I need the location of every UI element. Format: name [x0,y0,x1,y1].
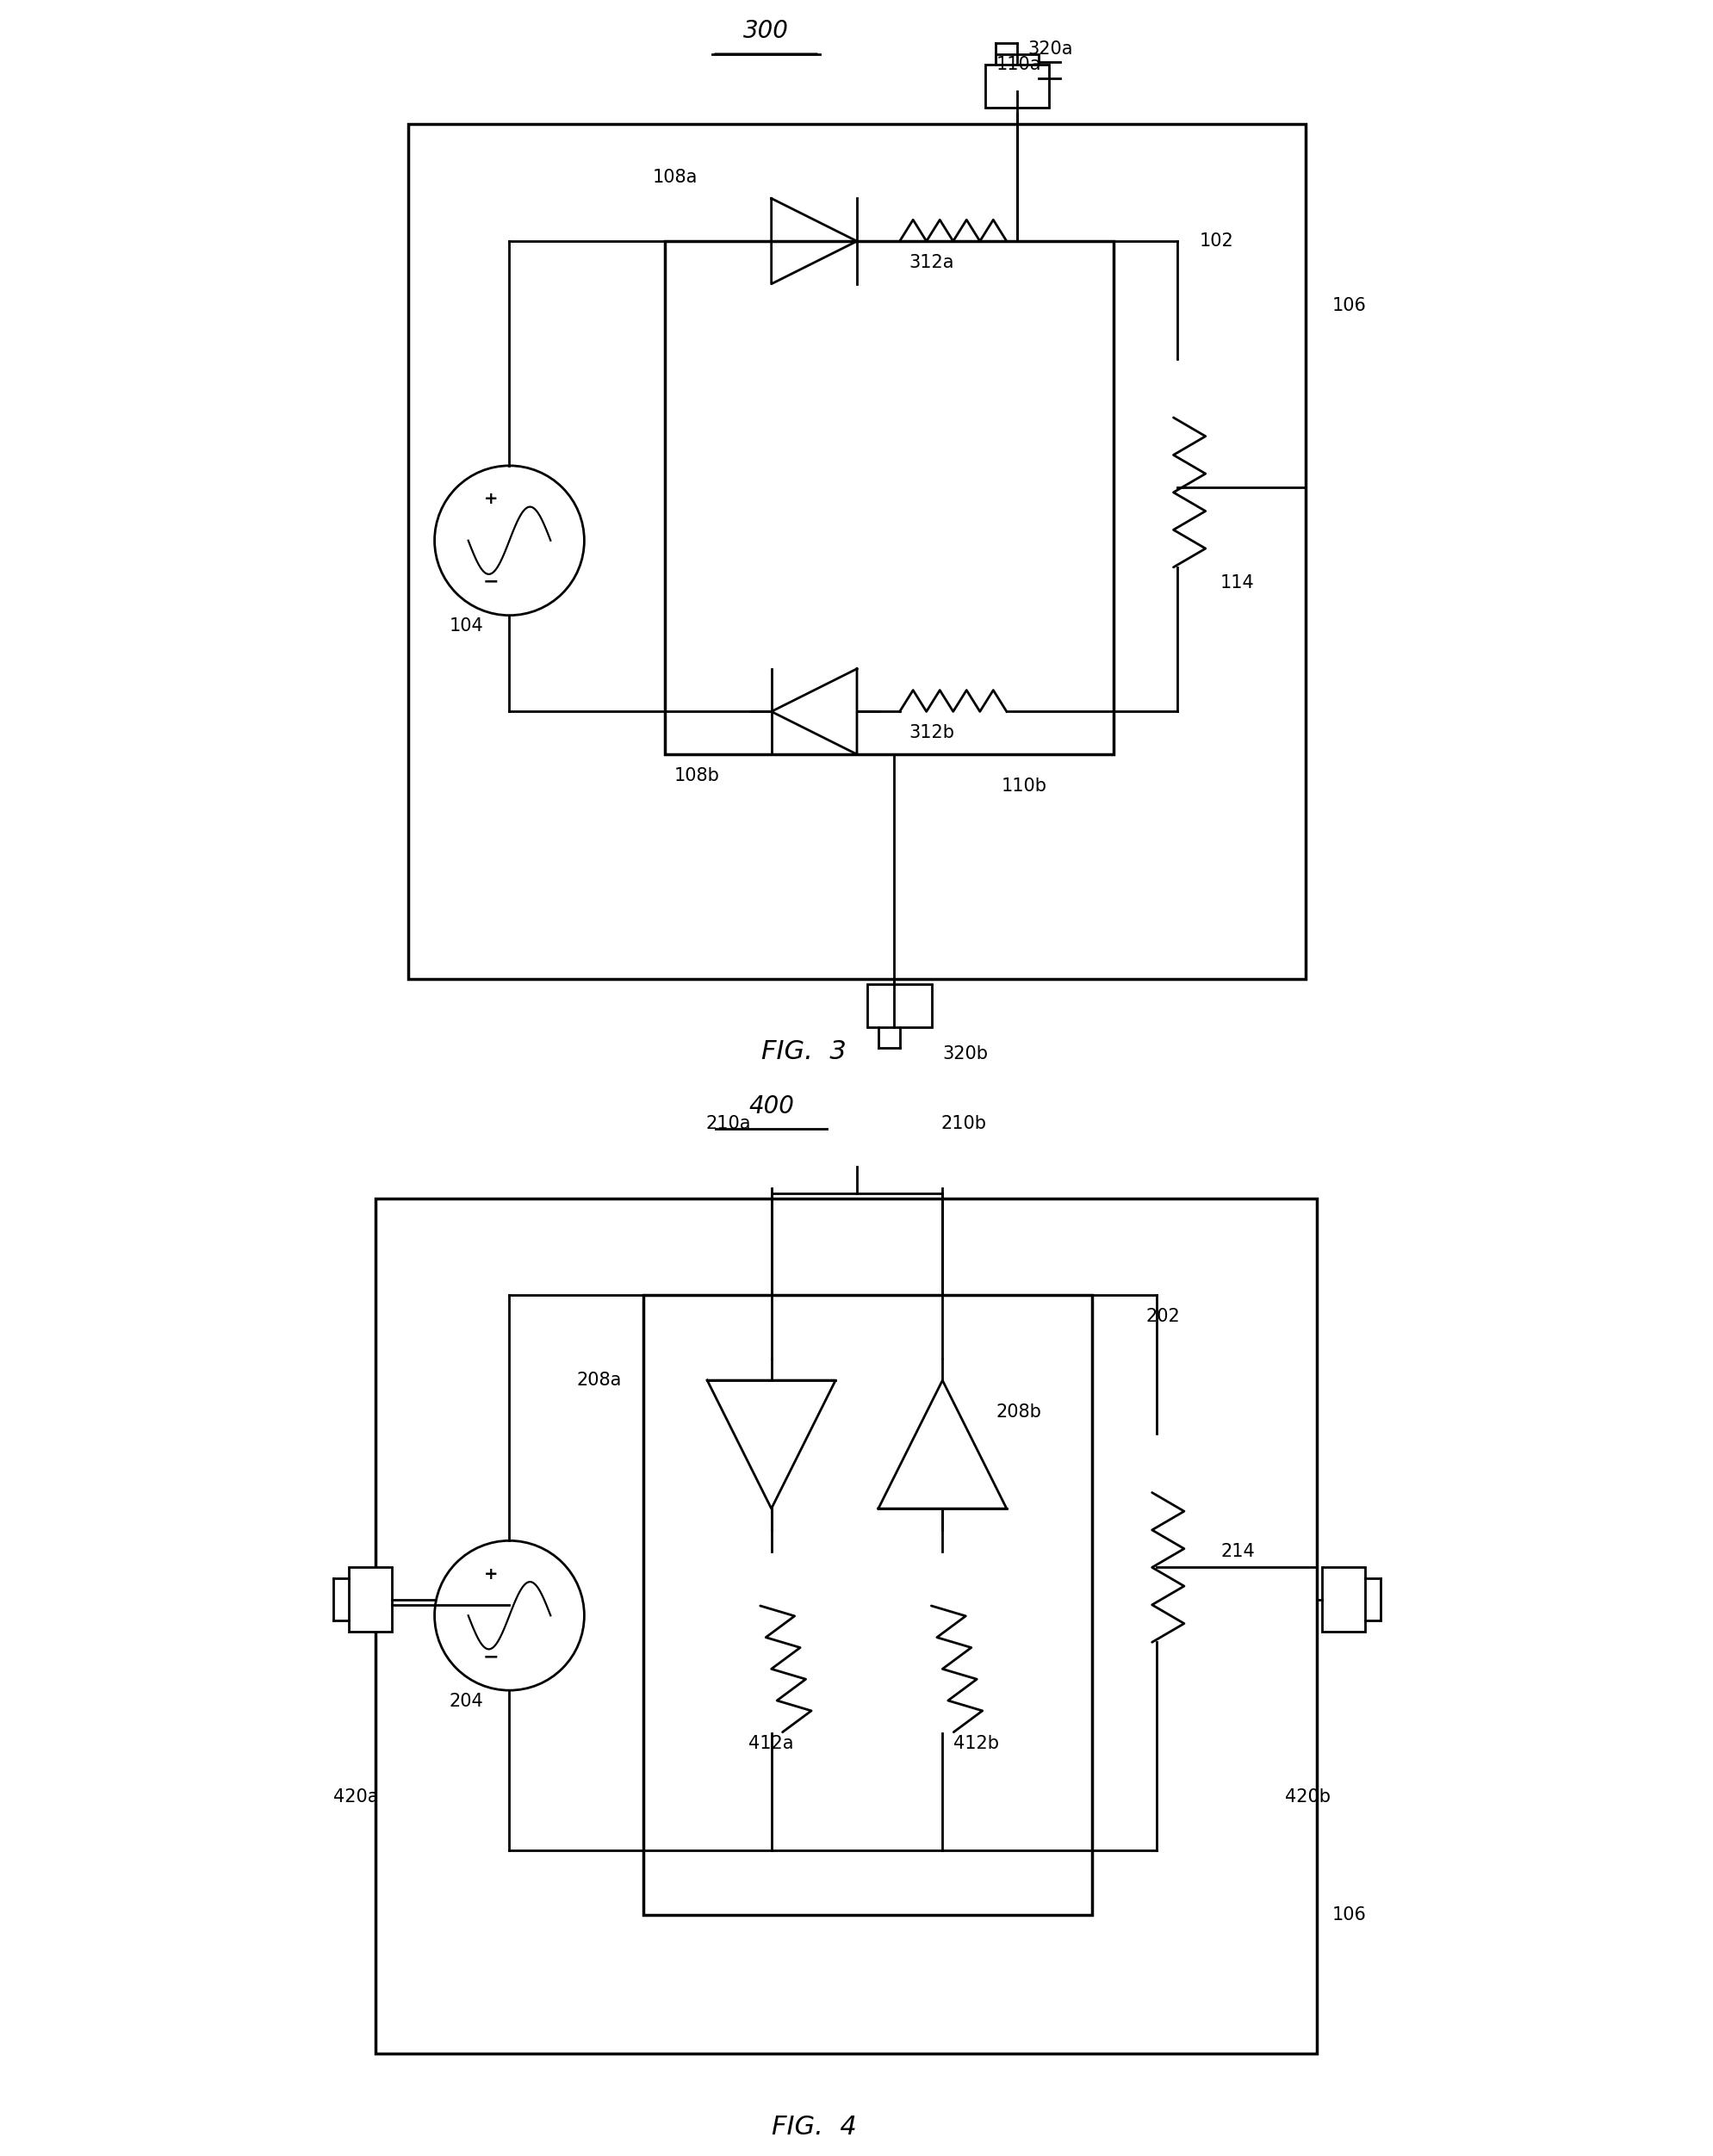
Text: 106: 106 [1331,1906,1365,1923]
Bar [995,54,1038,86]
Text: 312a: 312a [908,254,954,272]
Text: 300: 300 [743,19,788,43]
Text: 208a: 208a [576,1371,622,1388]
Bar [642,1296,1091,1915]
Text: 214: 214 [1220,1544,1254,1561]
Text: 114: 114 [1220,576,1254,593]
Text: 320a: 320a [1028,41,1072,58]
Text: 412a: 412a [749,1736,793,1753]
Text: −: − [483,1647,498,1664]
Text: 312b: 312b [908,724,954,742]
Text: 108b: 108b [673,768,719,785]
Text: −: − [483,573,498,591]
Bar [1321,1567,1364,1632]
Text: FIG.  3: FIG. 3 [761,1039,846,1065]
Text: 320b: 320b [942,1046,988,1063]
Text: 400: 400 [749,1095,793,1119]
Text: 110b: 110b [1000,778,1047,796]
Text: 202: 202 [1144,1307,1179,1324]
Bar [349,1567,392,1632]
Text: +: + [483,1565,497,1583]
Text: 208b: 208b [995,1404,1042,1421]
Text: 102: 102 [1199,233,1233,250]
Bar [408,123,1305,979]
Text: 412b: 412b [952,1736,999,1753]
Text: 210a: 210a [706,1115,750,1132]
Text: 104: 104 [449,617,483,634]
Text: 106: 106 [1331,298,1365,315]
Text: 204: 204 [449,1692,483,1710]
Bar [867,983,932,1026]
Text: 108a: 108a [653,168,697,185]
Text: FIG.  4: FIG. 4 [771,2115,856,2139]
Text: 110a: 110a [995,56,1040,73]
Bar [985,65,1048,108]
Text: 210b: 210b [940,1115,987,1132]
Text: +: + [483,492,497,507]
Text: 420a: 420a [332,1789,379,1807]
Bar [665,241,1113,755]
Text: 420b: 420b [1285,1789,1329,1807]
Bar [375,1199,1316,2055]
